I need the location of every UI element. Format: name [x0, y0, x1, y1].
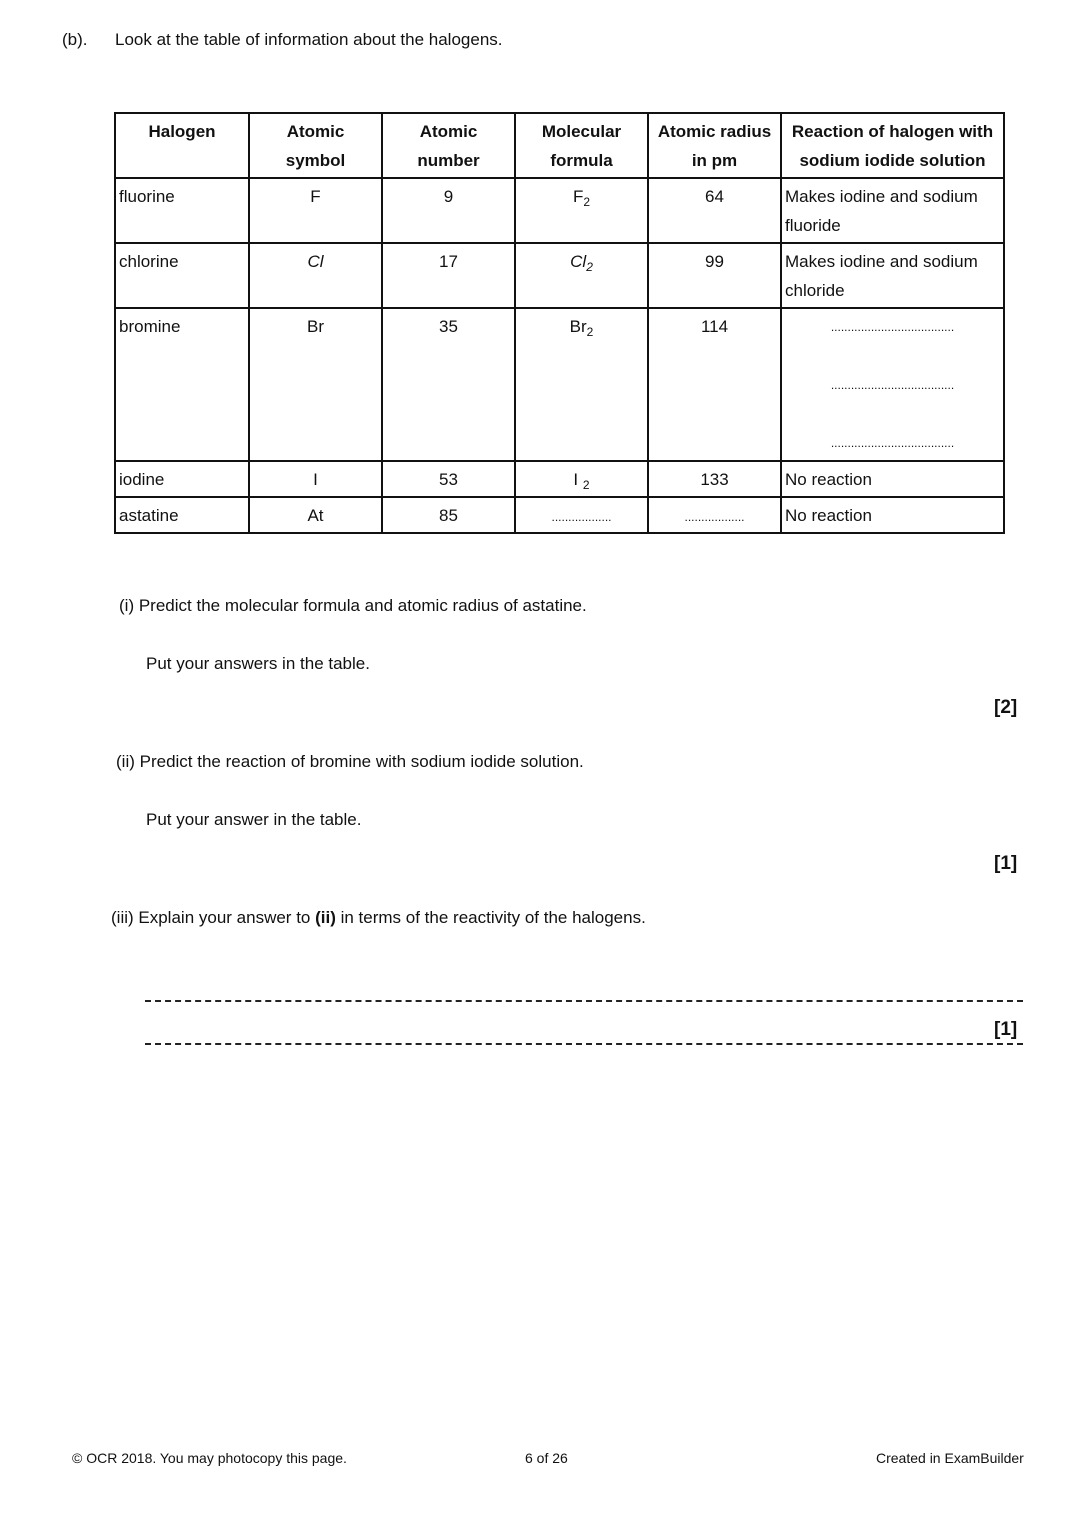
atomic-symbol: F — [248, 177, 383, 244]
part-i-instruction: Put your answers in the table. — [146, 654, 370, 673]
marks-i: [2] — [994, 697, 1018, 718]
question-label: (b). — [62, 30, 88, 49]
halogen-name: chlorine — [114, 242, 250, 309]
table-row: bromine Br 35 Br2 114 ..................… — [114, 307, 1005, 462]
answer-line[interactable] — [145, 1043, 1023, 1045]
molecular-formula: I 2 — [514, 460, 649, 498]
atomic-radius: 99 — [647, 242, 782, 309]
halogen-table: Halogen Atomic symbol Atomic number Molecu… — [114, 112, 1005, 534]
table-row: chlorine Cl 17 Cl2 99 Makes iodine and s… — [114, 242, 1005, 309]
halogen-name: bromine — [114, 307, 250, 462]
atomic-number: 53 — [381, 460, 516, 498]
molecular-formula: Br2 — [514, 307, 649, 462]
page-number: 6 of 26 — [525, 1450, 568, 1466]
reaction: No reaction — [780, 496, 1005, 534]
part-iii: (iii) Explain your answer to (ii) in ter… — [111, 908, 646, 927]
marks-iii: [1] — [994, 1019, 1018, 1041]
marks-ii: [1] — [994, 853, 1018, 874]
radius-answer-space[interactable]: .................. — [647, 496, 782, 534]
atomic-radius: 64 — [647, 177, 782, 244]
atomic-number: 9 — [381, 177, 516, 244]
credit: Created in ExamBuilder — [876, 1450, 1024, 1466]
halogen-name: iodine — [114, 460, 250, 498]
part-ii-instruction: Put your answer in the table. — [146, 810, 362, 829]
halogen-name: fluorine — [114, 177, 250, 244]
header-radius: Atomic radius in pm — [647, 112, 782, 179]
header-halogen: Halogen — [114, 112, 250, 179]
halogen-name: astatine — [114, 496, 250, 534]
reaction: No reaction — [780, 460, 1005, 498]
question-intro: Look at the table of information about t… — [115, 30, 503, 49]
header-reaction: Reaction of halogen with sodium iodide so… — [780, 112, 1005, 179]
table-row: fluorine F 9 F2 64 Makes iodine and sodi… — [114, 177, 1005, 244]
copyright: © OCR 2018. You may photocopy this page. — [72, 1450, 347, 1466]
atomic-radius: 114 — [647, 307, 782, 462]
header-formula: Molecular formula — [514, 112, 649, 179]
atomic-number: 17 — [381, 242, 516, 309]
atomic-symbol: Br — [248, 307, 383, 462]
part-ii: (ii) Predict the reaction of bromine wit… — [116, 752, 584, 771]
reaction: Makes iodine and sodium fluoride — [780, 177, 1005, 244]
header-symbol: Atomic symbol — [248, 112, 383, 179]
atomic-symbol: I — [248, 460, 383, 498]
table-row: astatine At 85 .................. ......… — [114, 496, 1005, 534]
reaction: Makes iodine and sodium chloride — [780, 242, 1005, 309]
header-number: Atomic number — [381, 112, 516, 179]
formula-answer-space[interactable]: .................. — [514, 496, 649, 534]
reaction-answer-space[interactable]: ..................................... ..… — [780, 307, 1005, 462]
header-row: Halogen Atomic symbol Atomic number Molecu… — [114, 112, 1005, 179]
answer-line[interactable] — [145, 1000, 1023, 1002]
molecular-formula: Cl2 — [514, 242, 649, 309]
table-row: iodine I 53 I 2 133 No reaction — [114, 460, 1005, 498]
atomic-symbol: Cl — [248, 242, 383, 309]
atomic-symbol: At — [248, 496, 383, 534]
part-i: (i) Predict the molecular formula and at… — [119, 596, 587, 615]
atomic-number: 35 — [381, 307, 516, 462]
atomic-number: 85 — [381, 496, 516, 534]
molecular-formula: F2 — [514, 177, 649, 244]
atomic-radius: 133 — [647, 460, 782, 498]
